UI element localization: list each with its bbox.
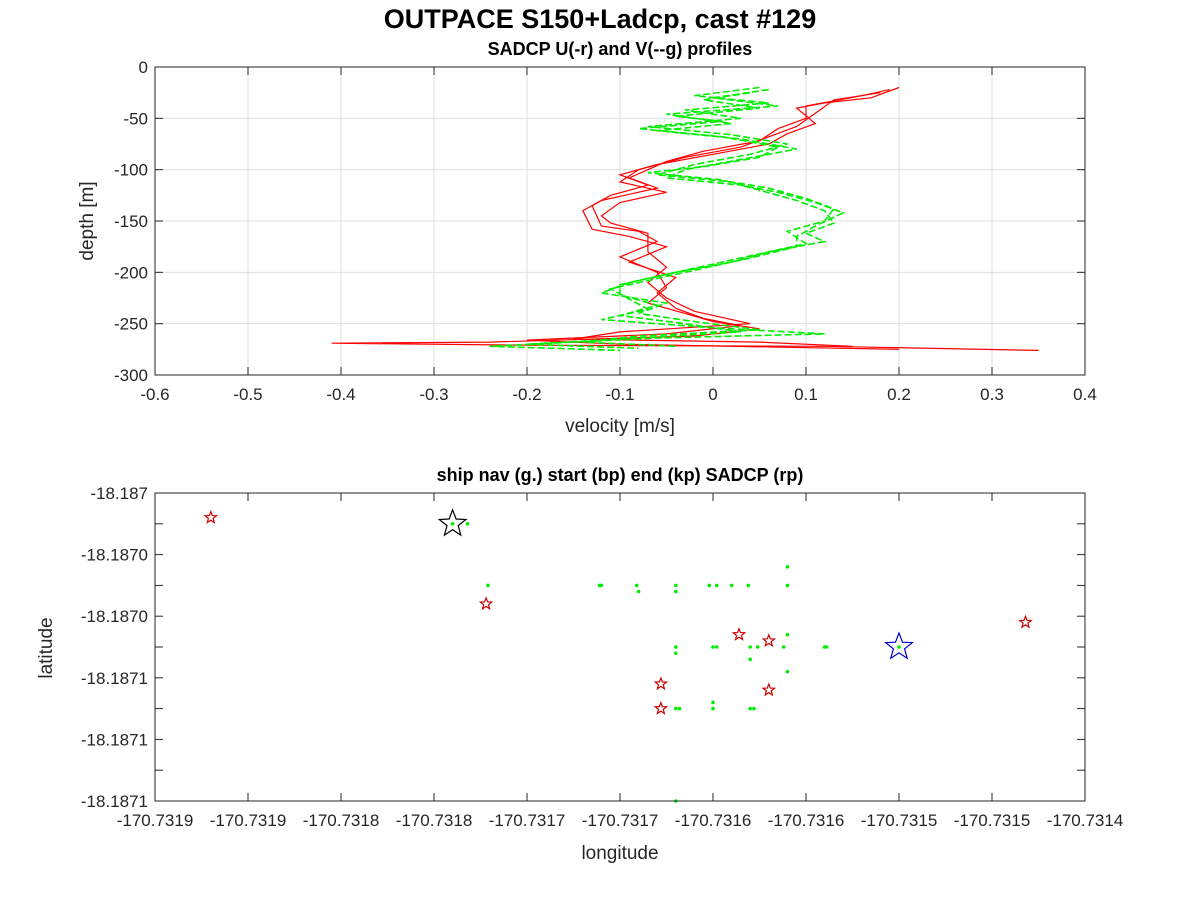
nav-data [203, 508, 1033, 803]
nav-point [785, 632, 790, 637]
x-tick-label: 0.2 [887, 385, 911, 404]
nav-ticks: -170.7319 -170.7319 -170.7318 -170.7318 -170… [81, 484, 1123, 830]
profile-grid [155, 67, 1085, 375]
u-profile-line [331, 86, 1039, 351]
x-tick-label: -0.2 [512, 385, 541, 404]
nav-point [677, 706, 682, 711]
x-tick-label: -170.7317 [489, 811, 566, 830]
nav-point [897, 645, 901, 649]
nav-point [785, 583, 790, 588]
nav-point [752, 706, 756, 711]
nav-point [674, 589, 678, 594]
x-tick-label: -170.7315 [954, 811, 1031, 830]
x-tick-label: 0 [708, 385, 717, 404]
end-point [884, 631, 914, 660]
x-tick-label: -0.3 [419, 385, 448, 404]
sadcp-point [653, 676, 669, 691]
velocity-profile-chart: SADCP U(-r) and V(--g) profiles -0.6 -0.5… [77, 39, 1097, 437]
y-tick-label: -250 [114, 315, 148, 334]
profile-x-axis-label: velocity [m/s] [565, 416, 675, 437]
x-tick-label: -170.7316 [675, 811, 752, 830]
nav-point [824, 645, 829, 649]
x-tick-label: -0.1 [605, 385, 634, 404]
y-tick-label: -18.1871 [81, 792, 148, 811]
sadcp-point [478, 596, 494, 611]
nav-point [674, 583, 678, 588]
nav-point [748, 706, 752, 711]
profile-ticks: -0.6 -0.5 -0.4 -0.3 -0.2 -0.1 0 0.1 0.2 0.3 0.4 0 -5… [114, 58, 1097, 404]
nav-point [674, 645, 678, 649]
x-tick-label: -170.7315 [861, 811, 938, 830]
nav-point [755, 645, 760, 649]
u-profile-line [526, 89, 900, 350]
x-tick-label: -170.7319 [117, 811, 194, 830]
profile-data [331, 86, 1039, 352]
nav-point [634, 583, 639, 588]
nav-chart-title: ship nav (g.) start (bp) end (kp) SADCP … [437, 465, 804, 485]
y-tick-label: 0 [139, 58, 148, 77]
profile-chart-title: SADCP U(-r) and V(--g) profiles [488, 39, 753, 59]
y-tick-label: -200 [114, 263, 148, 282]
y-tick-label: -300 [114, 366, 148, 385]
v-profile-line [582, 91, 836, 348]
ship-nav-chart: ship nav (g.) start (bp) end (kp) SADCP … [36, 465, 1123, 864]
nav-point [748, 645, 752, 649]
figure-title: OUTPACE S150+Ladcp, cast #129 [384, 4, 816, 34]
u-profile-line [573, 92, 881, 347]
x-tick-label: -0.4 [326, 385, 355, 404]
x-tick-label: -170.7318 [396, 811, 473, 830]
start-point [437, 508, 468, 537]
nav-point [785, 565, 790, 569]
nav-point [597, 583, 602, 588]
x-tick-label: 0.4 [1073, 385, 1097, 404]
y-tick-label: -150 [114, 212, 148, 231]
nav-point [465, 522, 470, 526]
sadcp-point [761, 633, 777, 648]
y-tick-label: -18.1870 [81, 607, 148, 626]
nav-point [636, 589, 641, 594]
y-tick-label: -18.1871 [81, 669, 148, 688]
sadcp-point [731, 626, 747, 641]
sadcp-point [1018, 614, 1033, 629]
x-tick-label: -170.7319 [210, 811, 287, 830]
nav-point [729, 583, 734, 588]
x-tick-label: -0.6 [140, 385, 169, 404]
nav-y-axis-label: latitude [36, 617, 57, 678]
x-tick-label: 0.1 [794, 385, 818, 404]
x-tick-label: -170.7316 [768, 811, 845, 830]
x-tick-label: -0.5 [233, 385, 262, 404]
nav-point [711, 645, 715, 649]
x-tick-label: -170.7314 [1047, 811, 1124, 830]
y-tick-label: -50 [123, 109, 148, 128]
x-tick-label: 0.3 [980, 385, 1004, 404]
nav-point [486, 583, 490, 588]
y-tick-label: -18.1871 [81, 730, 148, 749]
x-tick-label: -170.7318 [303, 811, 380, 830]
y-tick-label: -100 [114, 161, 148, 180]
v-profile-line [489, 88, 846, 352]
nav-axes-box [154, 492, 1086, 802]
sadcp-point [653, 700, 669, 715]
nav-point [711, 700, 715, 705]
nav-point [674, 651, 678, 655]
nav-point [785, 669, 790, 674]
nav-point [748, 657, 752, 662]
nav-point [714, 645, 719, 649]
nav-point [711, 706, 715, 711]
nav-point [707, 583, 712, 588]
sadcp-point [203, 509, 219, 524]
y-tick-label: -18.187 [90, 484, 148, 503]
nav-x-axis-label: longitude [581, 843, 658, 864]
y-tick-label: -18.1870 [81, 546, 148, 565]
nav-point [714, 583, 719, 588]
nav-point [746, 583, 751, 588]
nav-point [674, 706, 678, 711]
nav-point [450, 522, 455, 526]
x-tick-label: -170.7317 [582, 811, 659, 830]
profile-y-axis-label: depth [m] [77, 181, 98, 260]
sadcp-point [761, 682, 777, 697]
v-profile-line [526, 86, 836, 350]
nav-point [781, 645, 786, 649]
